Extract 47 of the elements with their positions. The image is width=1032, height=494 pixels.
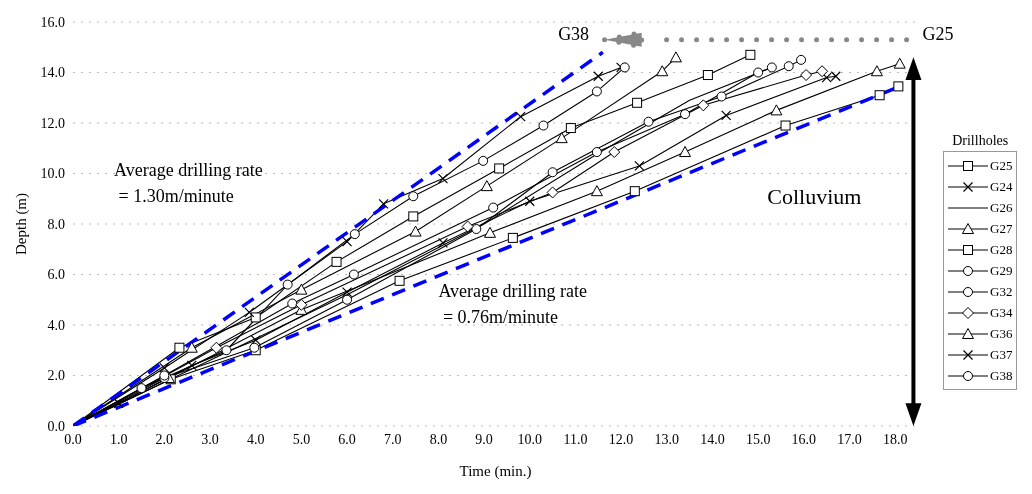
- y-tick-label: 16.0: [40, 14, 65, 30]
- annotation: Average drilling rate = 1.30m/minute: [114, 160, 263, 207]
- legend-label: G25: [990, 157, 1013, 174]
- x-tick-label: 14.0: [700, 431, 725, 447]
- y-tick-label: 0.0: [47, 418, 65, 434]
- y-tick-label: 12.0: [40, 115, 65, 131]
- x-tick-label: 8.0: [429, 431, 448, 447]
- legend-label: G38: [990, 367, 1013, 384]
- legend-label: G34: [990, 304, 1013, 321]
- x-tick-label: 0.0: [64, 431, 82, 447]
- x-tick-label: 7.0: [383, 431, 402, 447]
- annotation: Colluvium: [767, 183, 862, 209]
- legend-label: G36: [990, 325, 1013, 342]
- x-tick-label: 1.0: [109, 431, 128, 447]
- text: G25: [922, 23, 954, 44]
- x-tick-label: 18.0: [882, 431, 908, 447]
- x-tick-label: 12.0: [608, 431, 634, 447]
- y-tick-label: 14.0: [40, 65, 65, 81]
- x-tick-label: 11.0: [563, 431, 588, 447]
- x-tick-label: 15.0: [745, 431, 771, 447]
- x-axis-title: Time (min.): [459, 463, 532, 480]
- x-tick-label: 3.0: [201, 431, 219, 447]
- legend-label: G37: [990, 346, 1013, 363]
- legend-label: G32: [990, 283, 1013, 300]
- x-tick-label: 4.0: [246, 431, 265, 447]
- x-tick-label: 17.0: [837, 431, 862, 447]
- y-tick-label: 8.0: [47, 216, 65, 232]
- y-tick-label: 4.0: [47, 317, 65, 333]
- legend-title: Drillholes: [951, 133, 1010, 149]
- y-tick-label: 6.0: [47, 267, 65, 283]
- x-tick-label: 2.0: [155, 431, 174, 447]
- x-tick-label: 6.0: [338, 431, 356, 447]
- legend-label: G26: [990, 199, 1013, 216]
- y-tick-label: 2.0: [47, 368, 65, 384]
- x-tick-label: 13.0: [654, 431, 680, 447]
- y-tick-label: 10.0: [40, 166, 65, 182]
- x-tick-label: 10.0: [517, 431, 543, 447]
- legend-label: G29: [990, 262, 1013, 279]
- annotation: Average drilling rate = 0.76m/minute: [438, 281, 588, 328]
- legend-label: G28: [990, 241, 1013, 258]
- x-tick-label: 16.0: [791, 431, 817, 447]
- y-axis-title: Depth (m): [13, 192, 30, 256]
- x-tick-label: 9.0: [475, 431, 493, 447]
- annotation: G38: [558, 23, 590, 44]
- x-tick-label: 5.0: [292, 431, 311, 447]
- legend-label: G27: [990, 220, 1013, 237]
- legend-label: G24: [990, 178, 1013, 195]
